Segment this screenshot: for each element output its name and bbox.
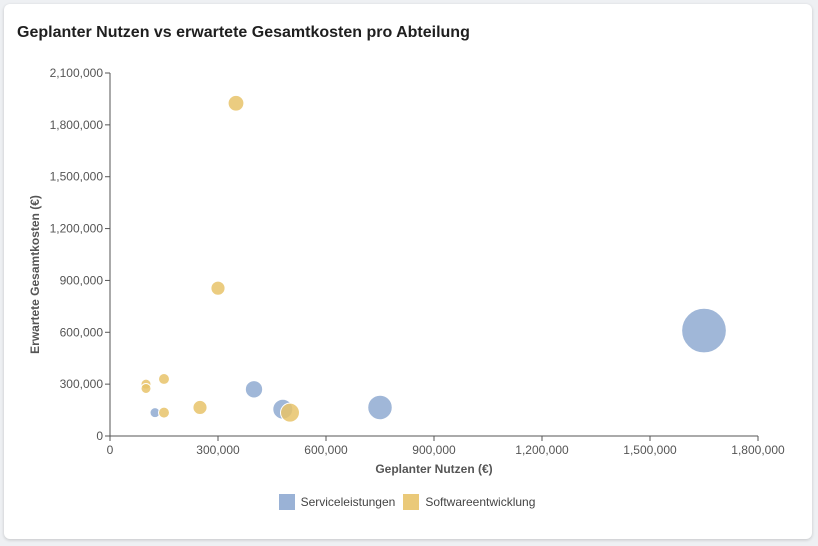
point-softwareentwicklung[interactable]: [192, 399, 208, 416]
x-axis-title: Geplanter Nutzen (€): [375, 462, 492, 476]
y-tick-label: 1,800,000: [50, 118, 104, 132]
x-tick-label: 1,200,000: [515, 443, 569, 457]
legend-swatch-softwareentwicklung: [403, 494, 420, 510]
chart-title: Geplanter Nutzen vs erwartete Gesamtkost…: [17, 24, 470, 41]
legend-swatch-serviceleistungen: [278, 494, 295, 510]
point-serviceleistungen[interactable]: [367, 394, 393, 421]
y-tick-label: 1,500,000: [50, 170, 104, 184]
y-tick-label: 300,000: [60, 377, 104, 391]
y-tick-label: 1,200,000: [50, 222, 104, 236]
legend-label-softwareentwicklung: Softwareentwicklung: [425, 495, 536, 509]
chart-card: [4, 4, 812, 539]
x-tick-label: 1,800,000: [731, 443, 785, 457]
legend-item-serviceleistungen[interactable]: Serviceleistungen: [278, 494, 396, 510]
point-softwareentwicklung[interactable]: [280, 402, 300, 423]
x-tick-label: 600,000: [304, 443, 348, 457]
y-tick-label: 900,000: [60, 273, 104, 287]
x-tick-label: 900,000: [412, 443, 456, 457]
legend-label-serviceleistungen: Serviceleistungen: [300, 495, 396, 509]
point-softwareentwicklung[interactable]: [158, 372, 170, 385]
x-tick-label: 300,000: [196, 443, 240, 457]
y-axis-title: Erwartete Gesamtkosten (€): [28, 195, 42, 354]
point-softwareentwicklung[interactable]: [158, 406, 170, 419]
y-tick-label: 600,000: [60, 325, 104, 339]
point-softwareentwicklung[interactable]: [210, 280, 226, 296]
point-serviceleistungen[interactable]: [681, 307, 727, 354]
x-tick-label: 1,500,000: [623, 443, 677, 457]
points-group: [140, 94, 727, 423]
y-tick-label: 0: [96, 429, 103, 443]
point-serviceleistungen[interactable]: [244, 380, 264, 399]
y-tick-label: 2,100,000: [50, 66, 104, 80]
point-softwareentwicklung[interactable]: [227, 94, 245, 112]
legend: Serviceleistungen Softwareentwicklung: [0, 494, 818, 510]
x-tick-label: 0: [107, 443, 114, 457]
legend-item-softwareentwicklung[interactable]: Softwareentwicklung: [403, 494, 535, 510]
point-softwareentwicklung[interactable]: [140, 382, 152, 394]
axes-group: 0 300,000 600,000 900,000 1,200,000 1,500,000…: [50, 66, 785, 457]
